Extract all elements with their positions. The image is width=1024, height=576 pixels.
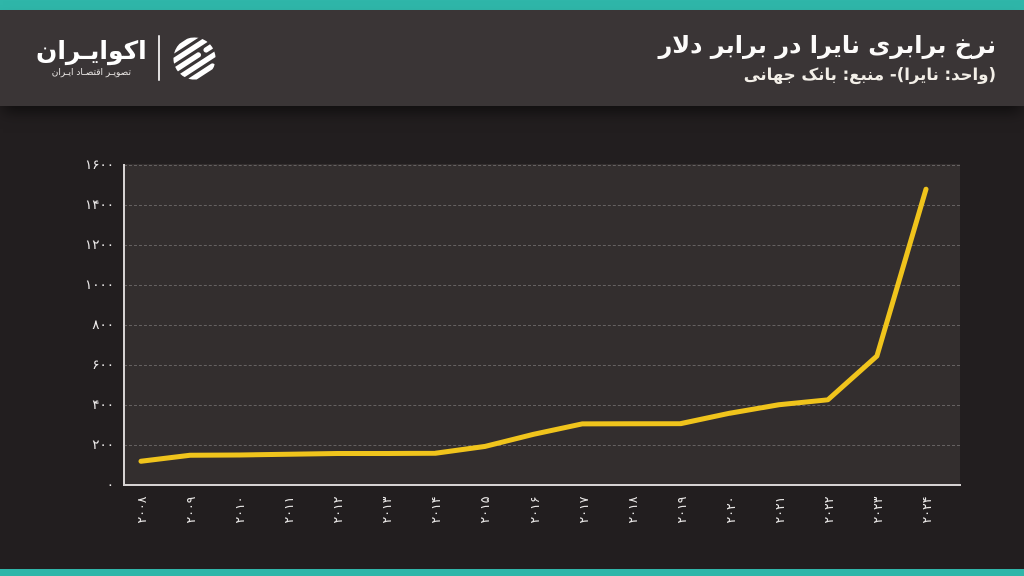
y-tick-label: ۸۰۰	[92, 317, 114, 333]
y-tick-label: ۱۲۰۰	[84, 237, 114, 253]
y-tick-label: ۲۰۰	[92, 437, 114, 453]
header-titles: نرخ برابری نایرا در برابر دلار (واحد: نا…	[658, 30, 996, 85]
y-axis-line	[123, 164, 125, 485]
chart-title: نرخ برابری نایرا در برابر دلار	[658, 30, 996, 59]
y-tick-label: ۰	[106, 477, 114, 493]
bottom-accent-bar	[0, 569, 1024, 576]
gridline	[124, 445, 960, 446]
brand-text-block: اکوایـران تصویـر اقتصـاد ایـران	[36, 35, 147, 79]
brand-divider	[157, 35, 160, 81]
y-tick-label: ۴۰۰	[92, 397, 114, 413]
gridline	[124, 405, 960, 406]
top-accent-bar	[0, 0, 1024, 10]
gridline	[124, 365, 960, 366]
gridline	[124, 285, 960, 286]
gridline	[124, 205, 960, 206]
x-axis-line	[123, 484, 961, 486]
header: اکوایـران تصویـر اقتصـاد ایـران نرخ براب…	[0, 10, 1024, 106]
gridline	[124, 165, 960, 166]
gridline	[124, 245, 960, 246]
brand-logo: اکوایـران تصویـر اقتصـاد ایـران	[36, 34, 218, 82]
y-tick-label: ۱۶۰۰	[84, 157, 114, 173]
chart-subtitle: (واحد: نایرا)- منبع: بانک جهانی	[743, 65, 996, 85]
y-tick-label: ۱۰۰۰	[84, 277, 114, 293]
brand-name: اکوایـران	[36, 35, 147, 65]
naira-rate-line	[138, 186, 929, 464]
y-tick-label: ۱۴۰۰	[84, 197, 114, 213]
ecoiran-striped-globe-icon	[170, 34, 218, 82]
brand-tagline: تصویـر اقتصـاد ایـران	[51, 68, 131, 79]
gridline	[124, 325, 960, 326]
y-tick-label: ۶۰۰	[92, 357, 114, 373]
